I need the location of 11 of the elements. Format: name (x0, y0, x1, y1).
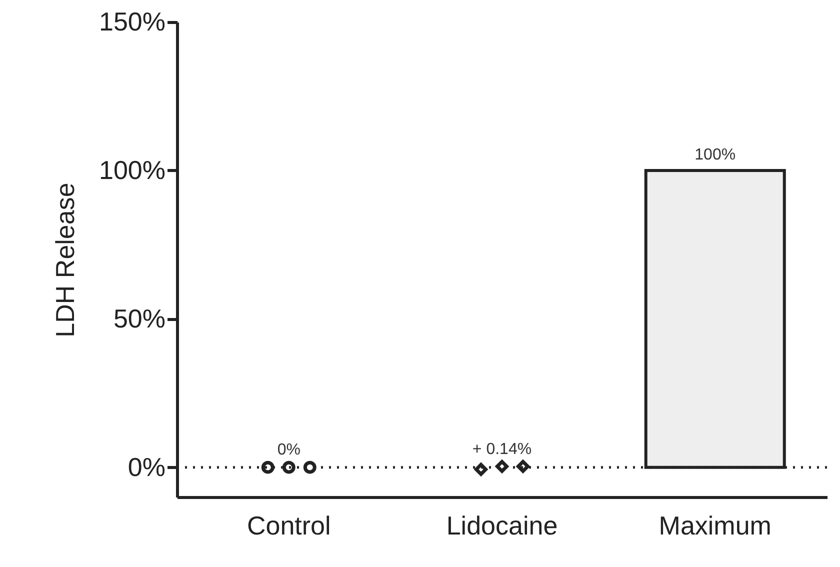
y-tick-label: 100% (99, 154, 166, 185)
y-tick-label: 0% (128, 452, 166, 482)
data-label: 100% (694, 146, 736, 164)
annotation: + 0.14% (472, 440, 532, 458)
x-tick-label: Lidocaine (446, 510, 558, 540)
x-tick-label: Maximum (658, 510, 772, 540)
y-tick-label: 150% (99, 6, 166, 36)
x-tick-label: Control (246, 510, 331, 540)
y-tick-label: 50% (113, 303, 166, 334)
annotation: 0% (277, 441, 300, 458)
y-axis-title: LDH Release (50, 182, 80, 338)
